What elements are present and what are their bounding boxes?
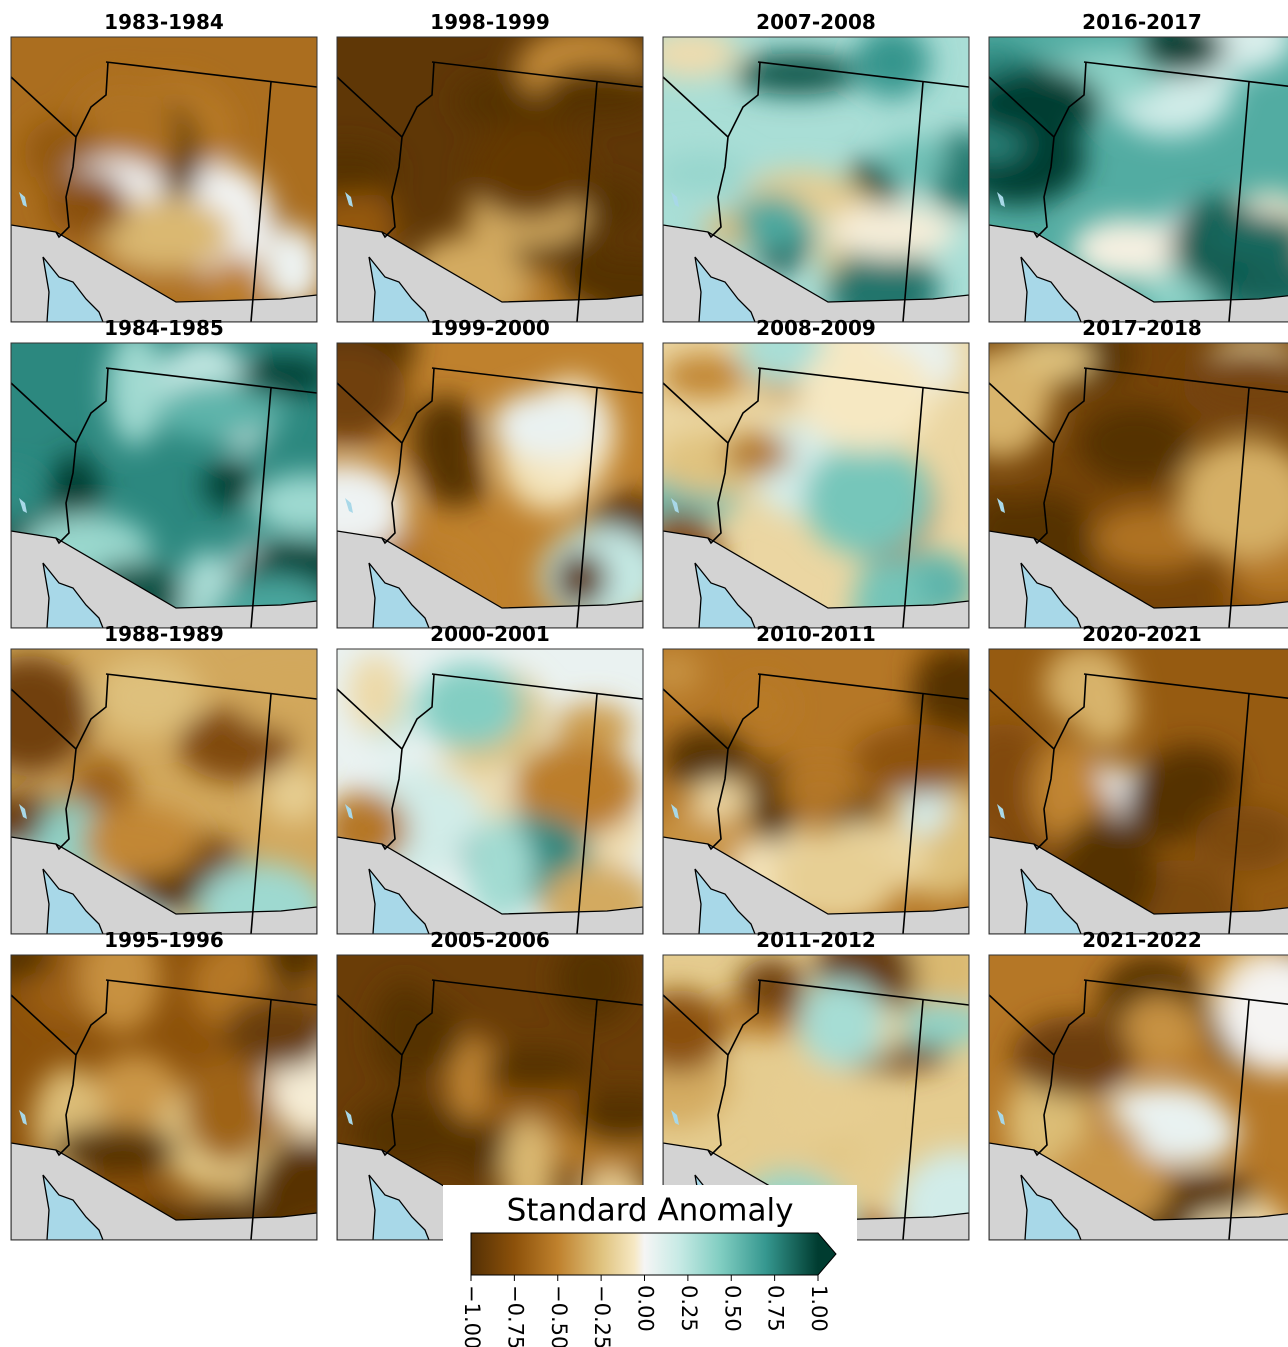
map-panel <box>950 1 1288 324</box>
map-field <box>0 37 324 328</box>
colorbar-tick-label: 1.00 <box>807 1285 831 1332</box>
field-blob <box>643 651 702 693</box>
field-blob <box>264 766 325 823</box>
map-field <box>950 1 1288 324</box>
field-blob <box>737 680 790 732</box>
panel-title: 2020-2021 <box>1082 622 1202 646</box>
panel-title: 2008-2009 <box>756 316 876 340</box>
field-blob <box>803 442 930 555</box>
map-panel <box>642 26 1001 338</box>
panel-title: 2007-2008 <box>756 10 876 34</box>
map-panel <box>958 645 1288 971</box>
field-blob <box>93 655 203 737</box>
panel-title: 1995-1996 <box>104 928 224 952</box>
map-field <box>283 289 684 672</box>
panel-title: 1998-1999 <box>430 10 550 34</box>
colorbar-label: Standard Anomaly <box>507 1193 794 1229</box>
field-blob <box>542 65 657 117</box>
map-panel <box>989 941 1288 1280</box>
field-blob <box>1136 1101 1239 1165</box>
colorbar-tick-label: −0.75 <box>503 1285 527 1347</box>
panel-title: 2021-2022 <box>1082 928 1202 952</box>
colorbar-ramp <box>471 1233 818 1275</box>
field-blob <box>798 341 935 452</box>
field-blob <box>373 982 436 1083</box>
panel-title: 1984-1985 <box>104 316 224 340</box>
map-field <box>0 649 346 975</box>
field-blob <box>661 355 747 399</box>
field-blob <box>663 728 753 790</box>
field-blob <box>492 391 606 457</box>
field-blob <box>80 805 200 877</box>
field-blob <box>457 80 512 124</box>
panel-title: 1988-1989 <box>104 622 224 646</box>
map-field <box>322 649 657 957</box>
field-blob <box>203 461 256 510</box>
field-blob <box>107 327 164 447</box>
panel-title: 1983-1984 <box>104 10 224 34</box>
field-blob <box>778 763 863 815</box>
field-blob <box>238 357 332 397</box>
map-field <box>952 318 1288 641</box>
panel-title: 2005-2006 <box>430 928 550 952</box>
colorbar-tick-label: 0.00 <box>634 1285 658 1332</box>
map-field <box>642 26 1001 338</box>
map-field <box>640 639 1008 934</box>
field-blob <box>829 204 957 258</box>
colorbar-tick-label: 0.25 <box>677 1285 701 1332</box>
field-blob <box>482 1048 589 1092</box>
field-blob <box>655 153 751 194</box>
field-blob <box>468 121 591 219</box>
colorbar-tick-label: −1.00 <box>460 1285 484 1347</box>
map-panel <box>296 27 693 353</box>
map-field <box>296 27 693 353</box>
map-field <box>0 919 360 1274</box>
map-panel <box>0 37 324 328</box>
panel-title: 2000-2001 <box>430 622 550 646</box>
field-blob <box>738 194 810 254</box>
panel-title: 1999-2000 <box>430 316 550 340</box>
colorbar: Standard Anomaly −1.00 −0.75 −0.50 −0.25 0.0… <box>443 1185 857 1347</box>
colorbar-tick-label: −0.50 <box>547 1285 571 1347</box>
map-field <box>958 645 1288 971</box>
map-panel <box>952 318 1288 641</box>
field-blob <box>184 1053 274 1163</box>
colorbar-tick-label: 0.75 <box>764 1285 788 1332</box>
field-blob <box>631 990 726 1073</box>
map-panel <box>640 639 1008 934</box>
colorbar-tick-label: 0.50 <box>720 1285 744 1332</box>
field-blob <box>975 66 1100 139</box>
map-field <box>607 294 976 668</box>
map-panel <box>322 649 657 957</box>
field-blob <box>555 935 633 1024</box>
panel-title: 2017-2018 <box>1082 316 1202 340</box>
field-blob <box>738 958 803 1017</box>
field-blob <box>724 434 792 475</box>
map-panel <box>283 289 684 672</box>
field-blob <box>1012 1016 1135 1097</box>
field-blob <box>348 654 403 732</box>
field-blob <box>734 53 859 95</box>
panel-title: 2016-2017 <box>1082 10 1202 34</box>
panel-title: 2010-2011 <box>756 622 876 646</box>
panel-title: 2011-2012 <box>756 928 876 952</box>
colorbar-tick-label: −0.25 <box>590 1285 614 1347</box>
figure: Standard Anomaly −1.00 −0.75 −0.50 −0.25 0.0… <box>0 0 1288 1347</box>
field-blob <box>238 680 346 731</box>
field-blob <box>1078 404 1193 483</box>
map-field <box>989 941 1288 1280</box>
map-panel <box>0 919 360 1274</box>
field-blob <box>47 171 129 237</box>
map-panel <box>607 294 976 668</box>
map-panel <box>0 649 346 975</box>
field-blob <box>879 138 948 183</box>
field-blob <box>642 29 738 79</box>
